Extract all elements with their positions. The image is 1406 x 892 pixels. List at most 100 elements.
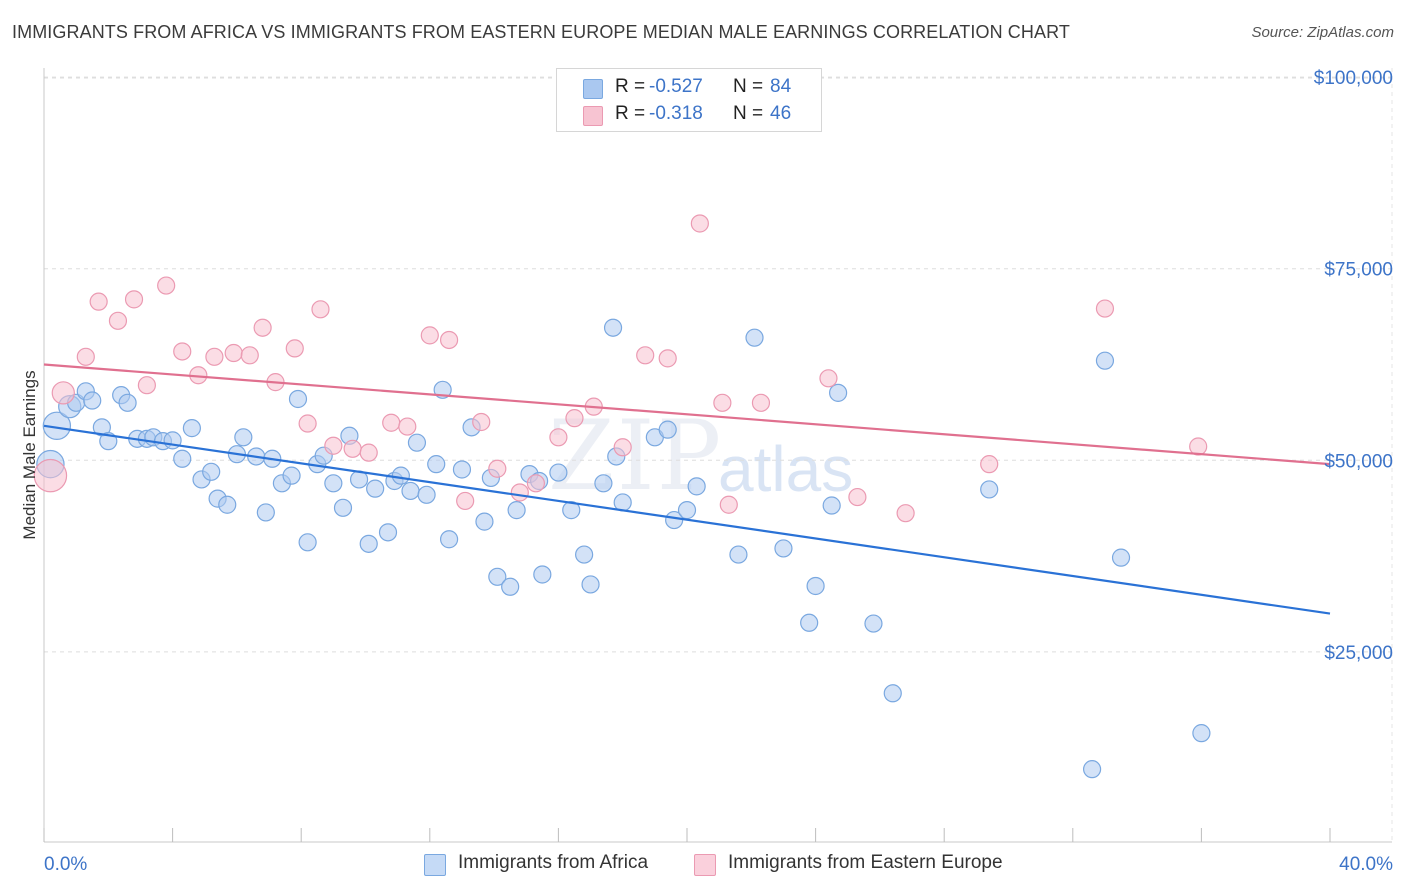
eastern-europe-point: [439, 330, 459, 350]
eastern-europe-point: [456, 491, 475, 511]
eastern-europe-point: [565, 409, 584, 428]
eastern-europe-point: [173, 342, 192, 361]
bottom-legend-label-africa: Immigrants from Africa: [458, 852, 649, 873]
trend-line-africa: [43, 424, 1331, 615]
africa-point: [488, 567, 507, 586]
africa-point: [658, 420, 677, 439]
africa-point: [687, 477, 706, 496]
eastern-europe-point: [1095, 299, 1115, 318]
africa-point: [452, 460, 472, 479]
x-tick-label-max: 40.0%: [1339, 854, 1393, 875]
eastern-europe-point: [76, 347, 95, 366]
eastern-europe-point: [224, 343, 243, 363]
watermark-atlas: atlas: [718, 433, 854, 505]
africa-point: [594, 474, 613, 493]
eastern-europe-point: [382, 413, 401, 432]
africa-point: [745, 328, 764, 347]
x-tick-label-min: 0.0%: [44, 854, 87, 875]
africa-point: [391, 466, 410, 485]
africa-point: [1111, 548, 1131, 567]
legend-r-label: R =: [615, 103, 646, 124]
africa-point: [575, 545, 594, 564]
eastern-europe-point: [526, 474, 545, 493]
eastern-europe-point: [980, 455, 999, 474]
eastern-europe-point: [51, 381, 75, 405]
eastern-europe-point: [89, 292, 108, 311]
africa-point: [774, 539, 793, 558]
africa-point: [822, 496, 841, 515]
africa-point: [118, 393, 137, 412]
africa-point: [864, 614, 883, 633]
eastern-europe-point: [205, 347, 224, 366]
africa-point: [603, 318, 623, 337]
africa-point: [581, 575, 600, 594]
y-tick-label: $25,000: [1324, 643, 1393, 664]
bottom-legend-swatch-africa: [424, 854, 446, 876]
africa-point: [218, 495, 237, 514]
africa-point: [359, 534, 378, 553]
africa-point: [549, 463, 568, 482]
africa-point: [1095, 351, 1115, 370]
eastern-europe-point: [488, 459, 507, 478]
eastern-europe-point: [285, 339, 304, 358]
africa-point: [256, 503, 275, 522]
africa-point: [562, 501, 581, 520]
eastern-europe-point: [324, 436, 343, 455]
africa-point: [677, 501, 697, 520]
trend-line-eastern-europe: [43, 363, 1331, 466]
legend-n-label: N =: [733, 103, 764, 124]
eastern-europe-point: [549, 428, 568, 447]
eastern-europe-point: [343, 439, 362, 458]
eastern-europe-point: [137, 376, 156, 395]
africa-point: [800, 613, 819, 632]
legend-swatch-eastern-europe: [583, 106, 603, 126]
eastern-europe-point: [240, 346, 259, 365]
trend-lines: [43, 363, 1331, 615]
africa-point: [83, 391, 102, 410]
africa-point: [42, 411, 72, 441]
eastern-europe-point: [359, 443, 378, 462]
series-africa-points: [36, 318, 1211, 779]
africa-point: [288, 389, 308, 409]
eastern-europe-point: [420, 326, 439, 345]
legend-r-value: -0.318: [649, 103, 703, 124]
africa-point: [366, 479, 385, 498]
eastern-europe-point: [751, 393, 771, 412]
africa-point: [298, 533, 317, 552]
eastern-europe-point: [719, 495, 738, 514]
eastern-europe-point: [124, 290, 144, 309]
eastern-europe-point: [658, 349, 677, 368]
legend-r-value: -0.527: [649, 76, 703, 97]
correlation-legend: R = -0.527 N = 84 R = -0.318 N = 46: [556, 68, 822, 132]
africa-point: [378, 523, 398, 542]
series-eastern-europe-points: [33, 214, 1208, 523]
y-tick-label: $75,000: [1324, 260, 1393, 281]
eastern-europe-point: [472, 412, 491, 432]
eastern-europe-point: [690, 214, 709, 233]
eastern-europe-point: [298, 414, 317, 433]
bottom-legend-swatch-eastern-europe: [694, 854, 716, 876]
africa-point: [282, 466, 301, 485]
bottom-legend-label-eastern-europe: Immigrants from Eastern Europe: [728, 852, 1003, 873]
africa-point: [475, 512, 494, 531]
africa-point: [806, 576, 825, 596]
africa-point: [324, 474, 343, 493]
eastern-europe-point: [613, 438, 632, 457]
legend-n-value: 84: [770, 76, 792, 97]
africa-point: [182, 419, 201, 438]
legend-row-africa: R = -0.527 N = 84: [557, 73, 821, 101]
legend-swatch-africa: [583, 79, 603, 99]
legend-row-eastern-europe: R = -0.318 N = 46: [557, 100, 821, 128]
legend-n-label: N =: [733, 76, 764, 97]
africa-point: [407, 433, 427, 452]
eastern-europe-point: [896, 504, 915, 523]
africa-point: [980, 480, 999, 499]
eastern-europe-point: [713, 393, 732, 412]
y-tick-label: $50,000: [1324, 451, 1393, 472]
africa-point: [507, 501, 526, 520]
africa-point: [427, 455, 446, 474]
legend-r-label: R =: [615, 76, 646, 97]
africa-point: [829, 383, 848, 402]
eastern-europe-point: [157, 276, 176, 295]
